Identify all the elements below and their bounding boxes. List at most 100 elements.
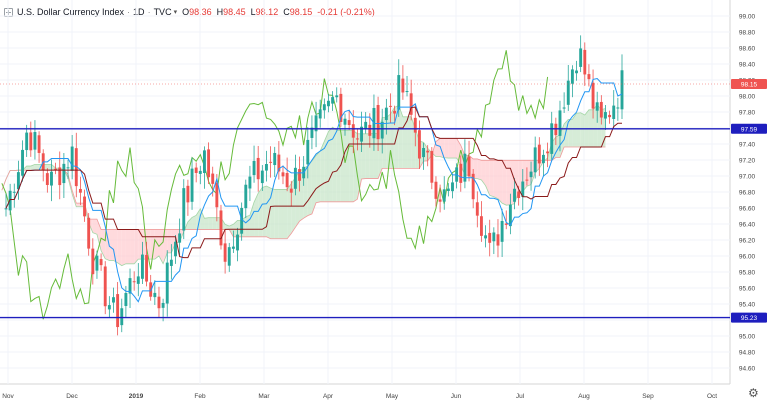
candle-body: [550, 123, 554, 154]
candle-body: [537, 144, 541, 164]
cloud-segment: [158, 229, 164, 264]
candle-body: [343, 118, 347, 125]
interval-label[interactable]: 1D: [133, 7, 145, 17]
cloud-segment: [192, 215, 197, 230]
candle-body: [21, 149, 24, 176]
candle-body: [608, 114, 612, 118]
cloud-segment: [233, 220, 238, 237]
close-label: C: [283, 7, 290, 17]
leading-span-b: [1, 137, 606, 240]
candle-body: [194, 167, 198, 173]
candle-body: [260, 170, 264, 184]
candle-body: [583, 49, 587, 75]
cloud-segment: [390, 107, 395, 169]
close-value: 98.15: [289, 7, 313, 17]
candle-body: [368, 124, 372, 136]
candle-body: [132, 281, 136, 283]
candle-body: [504, 223, 508, 225]
y-tick-label: 97.80: [739, 110, 756, 117]
cloud-segment: [506, 160, 511, 206]
candle-body: [426, 150, 430, 153]
cloud-segment: [369, 133, 374, 179]
candle-body: [380, 121, 384, 139]
candle-body: [99, 259, 103, 266]
candle-body: [442, 189, 446, 202]
cloud-segment: [249, 202, 255, 237]
candle-body: [128, 278, 132, 294]
cloud-segment: [473, 158, 478, 179]
cloud-segment: [262, 186, 267, 237]
symbol-title[interactable]: U.S. Dollar Currency Index: [17, 7, 125, 17]
candle-body: [244, 184, 248, 209]
cloud-segment: [229, 224, 234, 237]
cloud-segment: [481, 160, 486, 186]
candle-body: [124, 293, 128, 306]
candle-body: [417, 130, 421, 159]
candle-body: [599, 101, 603, 118]
cloud-segment: [345, 130, 350, 202]
x-tick-label: Aug: [578, 393, 590, 400]
candle-body: [248, 176, 252, 189]
cloud-segment: [51, 164, 56, 171]
cloud-segment: [489, 160, 494, 197]
candle-body: [562, 107, 566, 109]
candle-body: [16, 172, 20, 190]
candle-body: [471, 173, 475, 200]
candle-body: [467, 156, 471, 177]
candle-body: [87, 217, 91, 249]
candle-body: [95, 255, 99, 271]
cloud-segment: [134, 229, 139, 264]
cloud-segment: [299, 168, 304, 222]
candle-body: [351, 124, 355, 138]
separator: ·: [127, 7, 131, 17]
candle-body: [33, 132, 37, 150]
candle-body: [107, 305, 111, 310]
candle-body: [182, 188, 186, 231]
candle-body: [202, 150, 206, 173]
candle-body: [314, 115, 318, 132]
candle-body: [289, 188, 293, 193]
candle-body: [327, 100, 330, 107]
cloud-segment: [287, 183, 292, 239]
candle-body: [521, 181, 525, 197]
cloud-segment: [349, 130, 354, 202]
candle-body: [409, 93, 413, 115]
cloud-segment: [154, 229, 159, 260]
cloud-segment: [245, 215, 250, 237]
level-price-tag: [731, 312, 767, 323]
x-tick-label: May: [386, 393, 399, 400]
cloud-segment: [266, 186, 271, 239]
candle-body: [231, 246, 235, 249]
candle-body: [459, 163, 463, 183]
candle-body: [517, 191, 521, 199]
gear-icon[interactable]: ⚙: [748, 386, 759, 400]
candle-body: [215, 182, 219, 208]
cloud-segment: [146, 229, 151, 260]
candle-body: [533, 147, 537, 173]
x-tick-label: Feb: [194, 393, 206, 400]
x-tick-label: Nov: [2, 393, 14, 400]
cloud-segment: [448, 138, 453, 159]
chevron-down-icon[interactable]: ▾: [173, 9, 178, 16]
cloud-segment: [204, 217, 209, 230]
x-tick-label: Jul: [516, 393, 525, 400]
candle-body: [207, 149, 211, 178]
cloud-segment: [324, 131, 329, 202]
cloud-segment: [130, 229, 135, 264]
level-price-label: 97.59: [741, 126, 758, 133]
cloud-segment: [555, 134, 560, 158]
cloud-segment: [113, 229, 118, 263]
cloud-segment: [580, 112, 585, 148]
candle-body: [157, 296, 161, 309]
candle-body: [293, 167, 297, 189]
candle-body: [587, 74, 591, 80]
candle-body: [29, 132, 33, 151]
x-tick-label: Mar: [258, 393, 270, 400]
candle-body: [525, 179, 529, 181]
cloud-segment: [105, 229, 110, 261]
candle-body: [438, 199, 442, 202]
candle-body: [112, 297, 115, 303]
candle-body: [149, 282, 153, 297]
candle-body: [161, 302, 165, 308]
